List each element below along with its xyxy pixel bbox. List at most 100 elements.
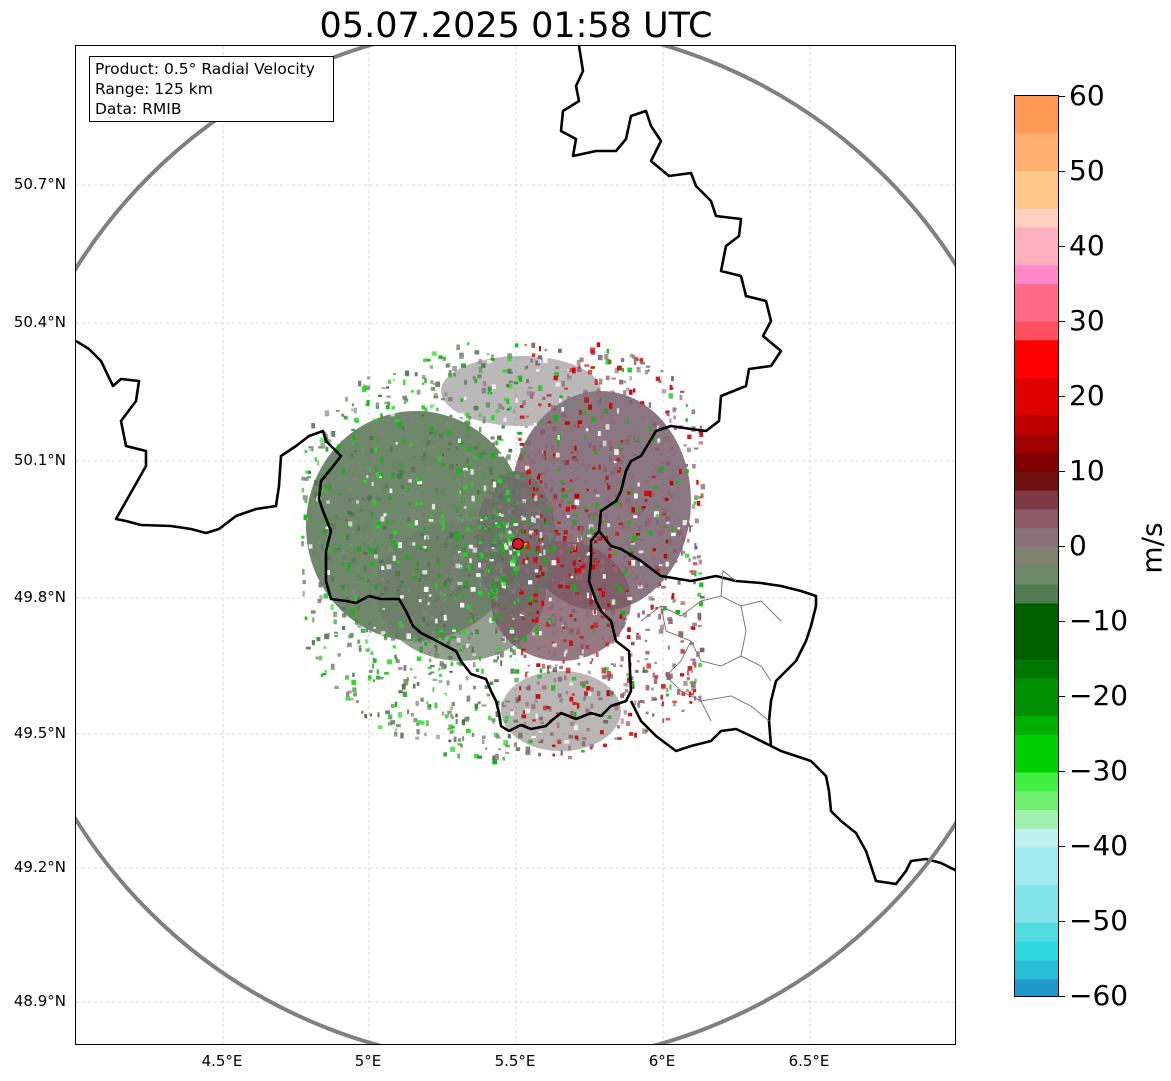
radar-speckle — [577, 567, 582, 572]
radar-speckle — [442, 502, 446, 508]
radar-speckle — [376, 439, 379, 442]
radar-speckle — [318, 431, 324, 437]
radar-speckle — [536, 502, 540, 509]
radar-map[interactable] — [75, 45, 956, 1045]
radar-speckle — [508, 540, 513, 547]
radar-speckle — [494, 511, 499, 516]
radar-speckle — [635, 670, 639, 673]
radar-speckle — [361, 711, 364, 714]
radar-speckle — [360, 628, 366, 633]
radar-speckle — [558, 503, 562, 508]
radar-speckle — [631, 560, 636, 566]
radar-speckle — [685, 469, 689, 474]
radar-speckle — [402, 439, 405, 442]
radar-speckle — [491, 384, 496, 389]
radar-speckle — [432, 351, 437, 356]
radar-speckle — [652, 421, 657, 427]
radar-speckle — [359, 577, 364, 580]
radar-speckle — [390, 411, 395, 417]
radar-speckle — [562, 536, 567, 541]
radar-speckle — [665, 718, 671, 721]
radar-speckle — [518, 466, 521, 470]
radar-speckle — [686, 669, 690, 676]
radar-speckle — [345, 519, 348, 522]
radar-speckle — [537, 355, 542, 361]
radar-speckle — [626, 673, 629, 677]
radar-speckle — [406, 486, 410, 492]
radar-speckle — [494, 591, 497, 596]
radar-speckle — [564, 740, 569, 744]
radar-speckle — [482, 381, 487, 387]
radar-speckle — [526, 584, 531, 587]
radar-speckle — [525, 543, 531, 550]
radar-speckle — [355, 443, 360, 446]
radar-speckle — [558, 608, 562, 611]
radar-speckle — [656, 468, 662, 474]
radar-speckle — [657, 438, 661, 445]
radar-speckle — [530, 358, 533, 363]
radar-speckle — [617, 514, 621, 521]
radar-speckle — [609, 402, 613, 409]
radar-speckle — [380, 593, 385, 596]
radar-speckle — [526, 365, 529, 369]
radar-speckle — [337, 653, 341, 657]
radar-speckle — [448, 442, 452, 446]
radar-speckle — [543, 549, 546, 556]
radar-speckle — [553, 678, 557, 683]
radar-speckle — [371, 482, 374, 486]
radar-speckle — [419, 546, 424, 550]
radar-speckle — [579, 635, 584, 639]
radar-speckle — [573, 445, 577, 451]
colorbar-band — [1015, 133, 1058, 153]
radar-speckle — [570, 534, 573, 540]
radar-speckle — [357, 639, 361, 644]
radar-speckle — [624, 559, 628, 564]
radar-speckle — [353, 590, 356, 596]
radar-speckle — [576, 451, 579, 456]
radar-speckle — [531, 532, 537, 536]
colorbar-band — [1015, 960, 1058, 980]
radar-speckle — [504, 483, 508, 488]
radar-speckle — [384, 401, 388, 404]
colorbar-tick-label: −20 — [1069, 679, 1129, 712]
radar-speckle — [497, 612, 502, 619]
radar-speckle — [453, 555, 456, 560]
radar-speckle — [636, 508, 640, 512]
radar-speckle — [303, 514, 308, 520]
radar-speckle — [492, 718, 495, 725]
radar-speckle — [403, 679, 408, 682]
radar-speckle — [308, 515, 313, 521]
radar-speckle — [502, 541, 505, 544]
radar-speckle — [414, 502, 419, 506]
radar-speckle — [623, 709, 627, 715]
radar-speckle — [506, 399, 510, 404]
radar-speckle — [585, 611, 590, 618]
radar-speckle — [559, 398, 562, 403]
radar-speckle — [589, 661, 593, 664]
radar-speckle — [391, 405, 396, 410]
radar-speckle — [644, 639, 648, 642]
radar-speckle — [542, 396, 546, 400]
radar-speckle — [489, 470, 494, 476]
radar-speckle — [501, 525, 505, 530]
radar-speckle — [688, 688, 693, 693]
radar-speckle — [600, 592, 603, 599]
radar-speckle — [597, 430, 601, 437]
radar-speckle — [402, 426, 405, 431]
radar-speckle — [620, 358, 625, 363]
radar-speckle — [584, 691, 588, 696]
radar-speckle — [513, 637, 519, 640]
radar-speckle — [493, 608, 498, 614]
radar-speckle — [481, 668, 484, 674]
radar-speckle — [411, 466, 416, 473]
radar-speckle — [382, 608, 386, 610]
radar-speckle — [556, 712, 559, 715]
radar-speckle — [544, 525, 549, 529]
radar-speckle — [589, 414, 593, 417]
radar-speckle — [491, 543, 496, 548]
radar-speckle — [377, 725, 383, 730]
map-canvas[interactable] — [76, 46, 956, 1045]
colorbar-band — [1015, 509, 1058, 529]
radar-speckle — [583, 389, 588, 396]
colorbar-band — [1015, 772, 1058, 792]
